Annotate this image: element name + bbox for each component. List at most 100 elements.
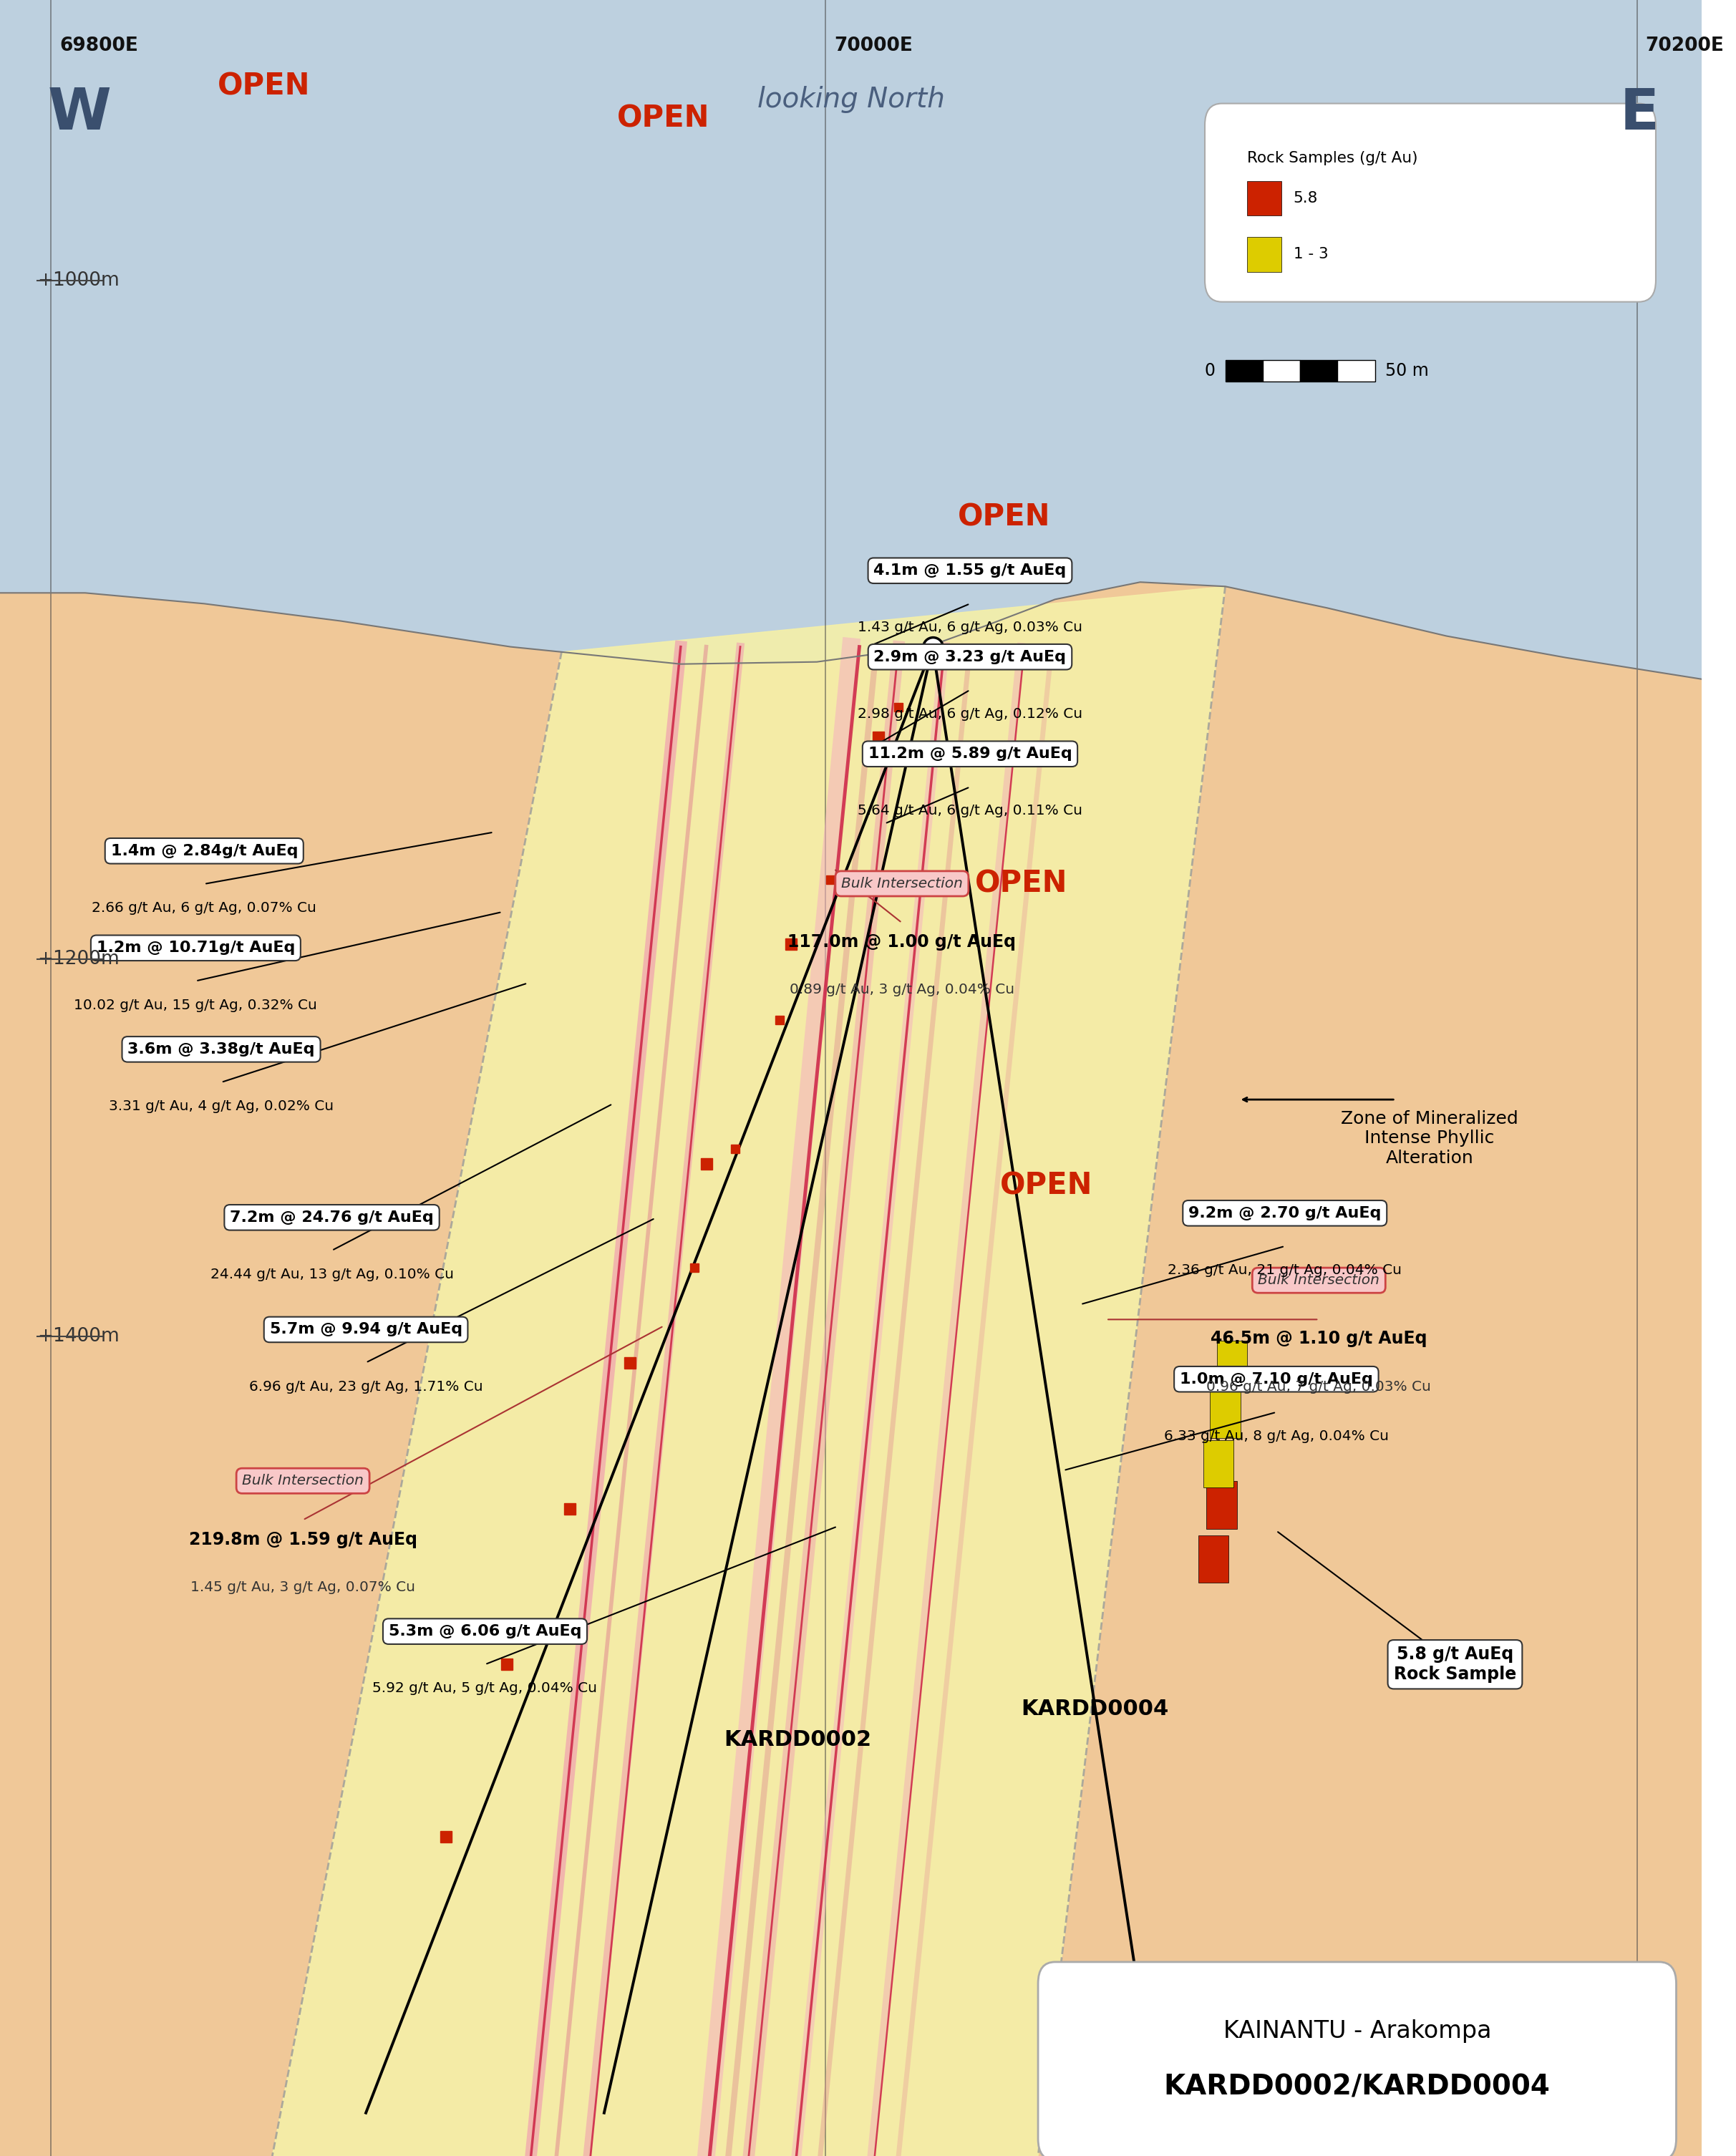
Text: 1 - 3: 1 - 3 <box>1293 248 1328 261</box>
Text: 46.5m @ 1.10 g/t AuEq: 46.5m @ 1.10 g/t AuEq <box>1210 1330 1427 1348</box>
Text: 1.4m @ 2.84g/t AuEq: 1.4m @ 2.84g/t AuEq <box>111 843 299 858</box>
Bar <box>0 862 1701 934</box>
Bar <box>0 1580 1701 1654</box>
Text: 5.92 g/t Au, 5 g/t Ag, 0.04% Cu: 5.92 g/t Au, 5 g/t Ag, 0.04% Cu <box>373 1682 597 1695</box>
Polygon shape <box>0 0 1701 679</box>
Text: Rock Samples (g/t Au): Rock Samples (g/t Au) <box>1248 151 1418 166</box>
Text: 117.0m @ 1.00 g/t AuEq: 117.0m @ 1.00 g/t AuEq <box>788 934 1016 951</box>
Bar <box>0 1796 1701 1869</box>
Text: OPEN: OPEN <box>974 869 1068 899</box>
Bar <box>1210 1391 1241 1438</box>
Bar <box>0 1438 1701 1509</box>
Bar <box>0 576 1701 647</box>
Text: Bulk Intersection: Bulk Intersection <box>1259 1274 1380 1287</box>
Text: KAINANTU - Arakompa: KAINANTU - Arakompa <box>1224 2020 1491 2042</box>
Text: E: E <box>1620 86 1660 142</box>
Bar <box>1337 360 1375 382</box>
Text: 0.96 g/t Au, 7 g/t Ag, 0.03% Cu: 0.96 g/t Au, 7 g/t Ag, 0.03% Cu <box>1207 1380 1430 1393</box>
Bar <box>1248 237 1281 272</box>
Text: 1.0m @ 7.10 g/t AuEq: 1.0m @ 7.10 g/t AuEq <box>1180 1371 1373 1386</box>
Bar <box>0 2085 1701 2156</box>
Text: 70000E: 70000E <box>833 37 913 56</box>
Text: Zone of Mineralized
Intense Phyllic
Alteration: Zone of Mineralized Intense Phyllic Alte… <box>1340 1110 1519 1166</box>
Bar <box>0 2012 1701 2085</box>
Bar <box>0 1222 1701 1294</box>
Text: W: W <box>47 86 111 142</box>
Polygon shape <box>273 586 1226 2156</box>
Text: 7.2m @ 24.76 g/t AuEq: 7.2m @ 24.76 g/t AuEq <box>229 1210 434 1225</box>
Bar <box>0 718 1701 791</box>
Text: 1.45 g/t Au, 3 g/t Ag, 0.07% Cu: 1.45 g/t Au, 3 g/t Ag, 0.07% Cu <box>191 1580 415 1593</box>
Text: 5.64 g/t Au, 6 g/t Ag, 0.11% Cu: 5.64 g/t Au, 6 g/t Ag, 0.11% Cu <box>858 804 1082 817</box>
FancyBboxPatch shape <box>1038 1962 1677 2156</box>
Text: 3.6m @ 3.38g/t AuEq: 3.6m @ 3.38g/t AuEq <box>128 1041 314 1056</box>
Bar <box>0 502 1701 576</box>
Text: 5.7m @ 9.94 g/t AuEq: 5.7m @ 9.94 g/t AuEq <box>269 1322 462 1337</box>
Bar <box>0 1149 1701 1222</box>
Text: 70200E: 70200E <box>1646 37 1724 56</box>
Text: +1000m: +1000m <box>38 272 120 289</box>
Text: 1.43 g/t Au, 6 g/t Ag, 0.03% Cu: 1.43 g/t Au, 6 g/t Ag, 0.03% Cu <box>858 621 1082 634</box>
Text: 2.36 g/t Au, 21 g/t Ag, 0.04% Cu: 2.36 g/t Au, 21 g/t Ag, 0.04% Cu <box>1168 1263 1403 1276</box>
Bar <box>1300 360 1337 382</box>
Polygon shape <box>0 582 1701 2156</box>
Bar <box>0 1869 1701 1940</box>
Text: 2.66 g/t Au, 6 g/t Ag, 0.07% Cu: 2.66 g/t Au, 6 g/t Ag, 0.07% Cu <box>92 901 316 914</box>
Text: 6.96 g/t Au, 23 g/t Ag, 1.71% Cu: 6.96 g/t Au, 23 g/t Ag, 1.71% Cu <box>248 1380 483 1393</box>
Text: 9.2m @ 2.70 g/t AuEq: 9.2m @ 2.70 g/t AuEq <box>1189 1205 1382 1220</box>
Text: 3.31 g/t Au, 4 g/t Ag, 0.02% Cu: 3.31 g/t Au, 4 g/t Ag, 0.02% Cu <box>109 1100 333 1112</box>
Text: 2.98 g/t Au, 6 g/t Ag, 0.12% Cu: 2.98 g/t Au, 6 g/t Ag, 0.12% Cu <box>858 707 1083 720</box>
Bar <box>1262 360 1300 382</box>
Text: Bulk Intersection: Bulk Intersection <box>241 1475 365 1488</box>
Text: 11.2m @ 5.89 g/t AuEq: 11.2m @ 5.89 g/t AuEq <box>868 746 1071 761</box>
Bar <box>1226 360 1262 382</box>
Text: 10.02 g/t Au, 15 g/t Ag, 0.32% Cu: 10.02 g/t Au, 15 g/t Ag, 0.32% Cu <box>75 998 318 1011</box>
Bar <box>0 431 1701 502</box>
Text: +1200m: +1200m <box>38 951 120 968</box>
Bar <box>0 71 1701 144</box>
Text: 2.9m @ 3.23 g/t AuEq: 2.9m @ 3.23 g/t AuEq <box>873 649 1066 664</box>
Text: 0: 0 <box>1205 362 1215 379</box>
Bar <box>1203 1440 1234 1488</box>
Text: 5.8: 5.8 <box>1293 192 1318 205</box>
Bar <box>0 1365 1701 1438</box>
Bar <box>0 144 1701 216</box>
Bar <box>0 934 1701 1007</box>
Bar <box>0 1294 1701 1365</box>
Text: 69800E: 69800E <box>59 37 139 56</box>
Bar <box>0 216 1701 287</box>
Bar <box>0 1654 1701 1725</box>
Text: 1.2m @ 10.71g/t AuEq: 1.2m @ 10.71g/t AuEq <box>97 940 295 955</box>
Text: 4.1m @ 1.55 g/t AuEq: 4.1m @ 1.55 g/t AuEq <box>873 563 1066 578</box>
Text: KARDD0004: KARDD0004 <box>1021 1699 1168 1720</box>
Bar <box>0 360 1701 431</box>
Text: 24.44 g/t Au, 13 g/t Ag, 0.10% Cu: 24.44 g/t Au, 13 g/t Ag, 0.10% Cu <box>210 1268 453 1281</box>
Text: OPEN: OPEN <box>618 103 710 134</box>
Bar <box>0 1940 1701 2012</box>
Bar <box>0 1509 1701 1580</box>
Bar <box>1198 1535 1229 1583</box>
FancyBboxPatch shape <box>1205 103 1656 302</box>
Bar <box>0 0 1701 71</box>
Text: 5.8 g/t AuEq
Rock Sample: 5.8 g/t AuEq Rock Sample <box>1394 1645 1516 1684</box>
Text: 50 m: 50 m <box>1385 362 1429 379</box>
Text: +1400m: +1400m <box>38 1328 120 1345</box>
Bar <box>0 1725 1701 1796</box>
Text: OPEN: OPEN <box>217 71 311 101</box>
Bar <box>1217 1341 1248 1388</box>
Bar <box>0 287 1701 360</box>
Bar <box>1248 181 1281 216</box>
Text: 0.89 g/t Au, 3 g/t Ag, 0.04% Cu: 0.89 g/t Au, 3 g/t Ag, 0.04% Cu <box>790 983 1014 996</box>
Text: OPEN: OPEN <box>1000 1171 1094 1201</box>
Bar <box>0 647 1701 718</box>
Text: 5.3m @ 6.06 g/t AuEq: 5.3m @ 6.06 g/t AuEq <box>389 1623 582 1639</box>
Text: looking North: looking North <box>757 86 944 114</box>
Text: 6.33 g/t Au, 8 g/t Ag, 0.04% Cu: 6.33 g/t Au, 8 g/t Ag, 0.04% Cu <box>1163 1429 1389 1442</box>
Bar <box>0 1007 1701 1078</box>
Text: KARDD0002/KARDD0004: KARDD0002/KARDD0004 <box>1163 2074 1550 2100</box>
Bar <box>0 1078 1701 1149</box>
Text: Bulk Intersection: Bulk Intersection <box>842 877 963 890</box>
Text: 219.8m @ 1.59 g/t AuEq: 219.8m @ 1.59 g/t AuEq <box>189 1531 417 1548</box>
Bar <box>0 791 1701 862</box>
Text: KARDD0002: KARDD0002 <box>724 1729 871 1751</box>
